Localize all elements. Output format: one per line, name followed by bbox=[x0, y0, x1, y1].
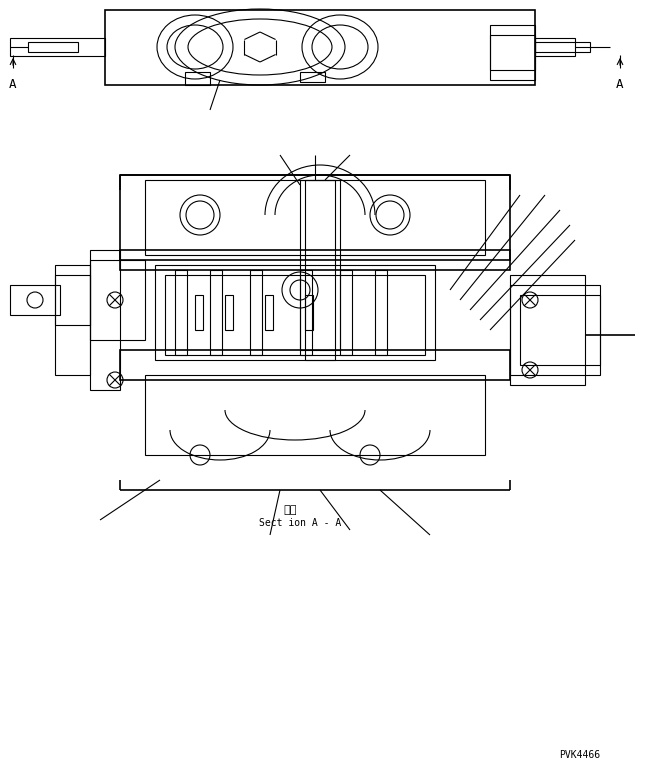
Bar bbox=[510, 285, 600, 375]
Bar bbox=[105, 10, 535, 85]
Bar bbox=[225, 295, 233, 330]
Text: Sect ion A - A: Sect ion A - A bbox=[259, 518, 341, 528]
Bar bbox=[120, 175, 510, 260]
Bar bbox=[28, 42, 78, 52]
Bar bbox=[90, 250, 120, 390]
Bar bbox=[165, 275, 425, 355]
Bar bbox=[375, 270, 387, 355]
Bar bbox=[55, 265, 90, 375]
Bar bbox=[185, 72, 210, 85]
Bar bbox=[10, 285, 60, 315]
Bar bbox=[55, 275, 90, 325]
Bar bbox=[490, 35, 535, 70]
Bar bbox=[145, 375, 485, 455]
Bar bbox=[535, 42, 590, 52]
Text: A: A bbox=[616, 79, 624, 92]
Text: PVK4466: PVK4466 bbox=[559, 750, 600, 760]
Bar bbox=[210, 270, 222, 355]
Bar bbox=[120, 350, 510, 380]
Bar bbox=[10, 38, 105, 56]
Text: 断面: 断面 bbox=[283, 505, 297, 515]
Bar bbox=[265, 295, 273, 330]
Bar bbox=[535, 38, 575, 56]
Bar bbox=[90, 260, 145, 340]
Bar bbox=[520, 295, 600, 365]
Bar bbox=[340, 270, 352, 355]
Bar bbox=[145, 180, 485, 255]
Bar bbox=[300, 270, 312, 355]
Bar bbox=[300, 72, 325, 82]
Bar bbox=[490, 25, 535, 80]
Bar bbox=[195, 295, 203, 330]
Text: A: A bbox=[9, 79, 17, 92]
Bar bbox=[250, 270, 262, 355]
Bar bbox=[120, 250, 510, 270]
Bar bbox=[305, 180, 335, 360]
Bar bbox=[175, 270, 187, 355]
Bar bbox=[300, 180, 340, 350]
Bar bbox=[155, 265, 435, 360]
Bar bbox=[510, 275, 585, 385]
Bar bbox=[305, 295, 313, 330]
